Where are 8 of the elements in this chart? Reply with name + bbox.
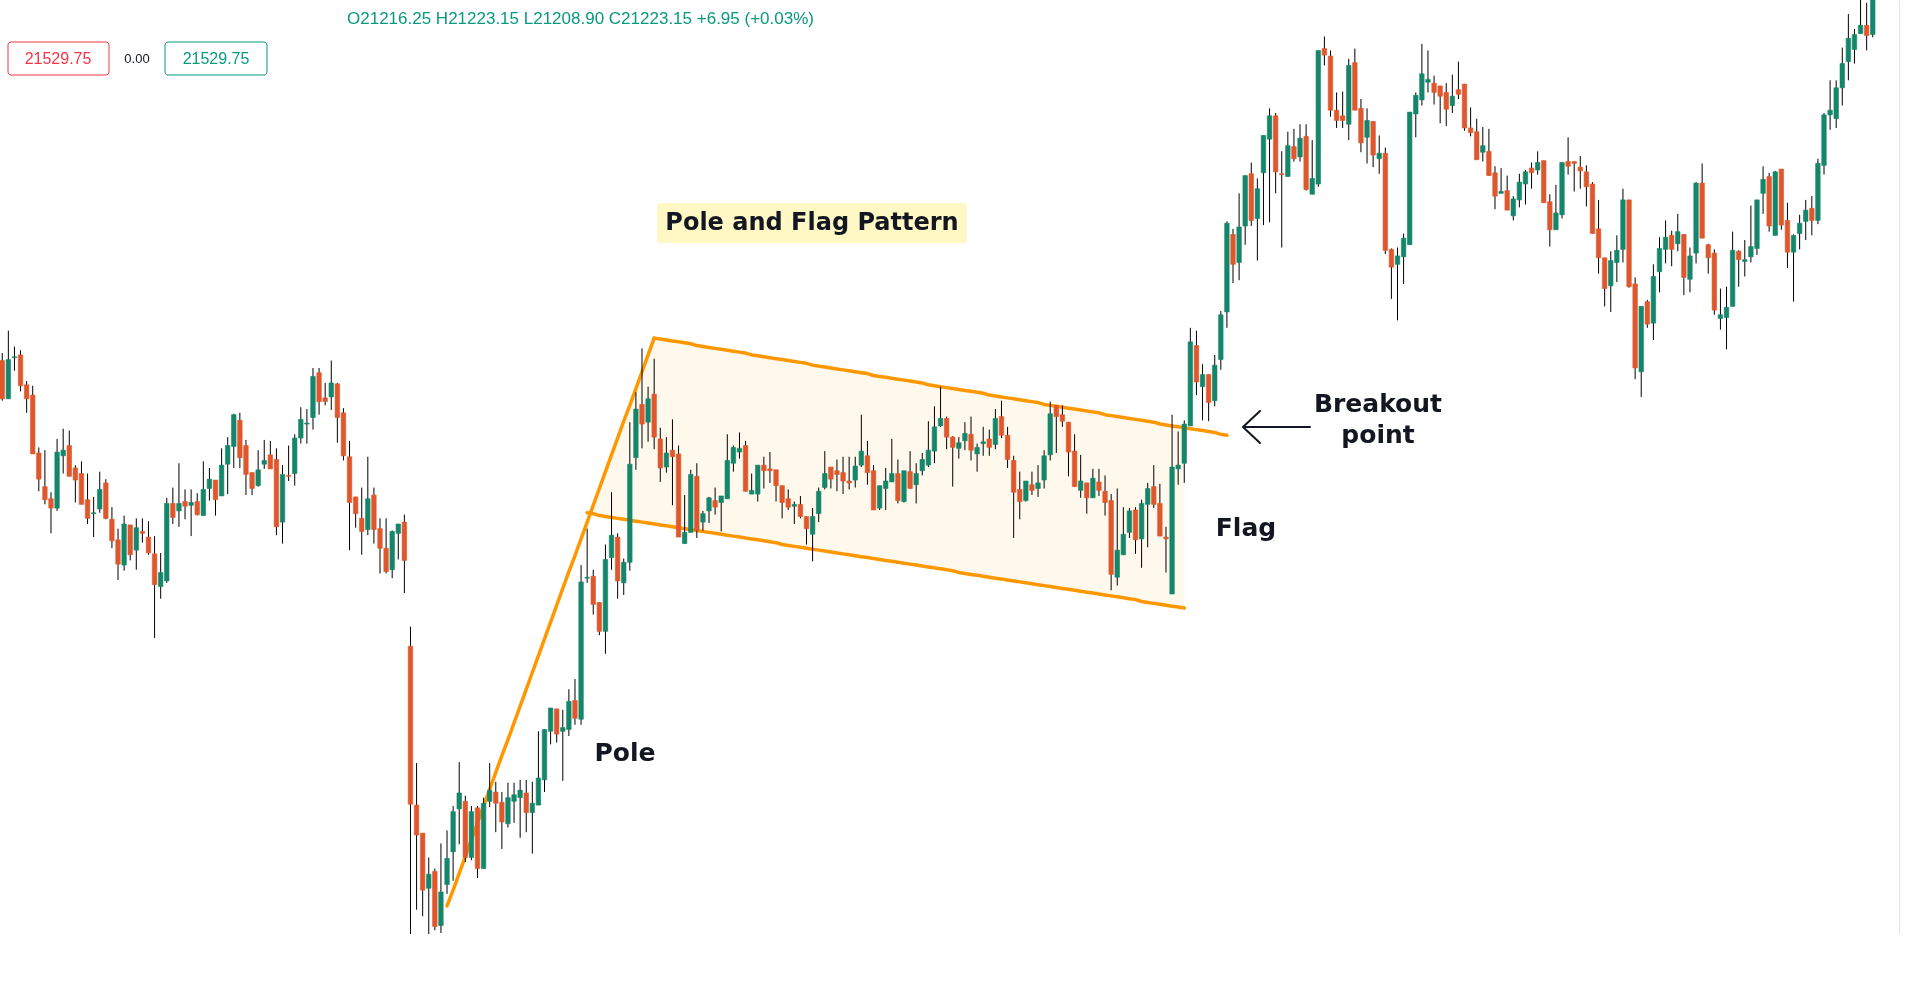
text: Pole and Flag Pattern	[665, 208, 959, 236]
annotation: Flag	[1215, 513, 1277, 542]
annotation: Pole	[594, 738, 656, 767]
annotation: 21529.75	[182, 50, 250, 67]
annotation: Breakout point	[1313, 389, 1443, 449]
annotation: 0.00	[124, 51, 150, 66]
annotation: 21529.75	[24, 50, 92, 67]
annotation: O21216.25 H21223.15 L21208.90 C21223.15 +6.95 (+0.03%)	[347, 9, 814, 28]
